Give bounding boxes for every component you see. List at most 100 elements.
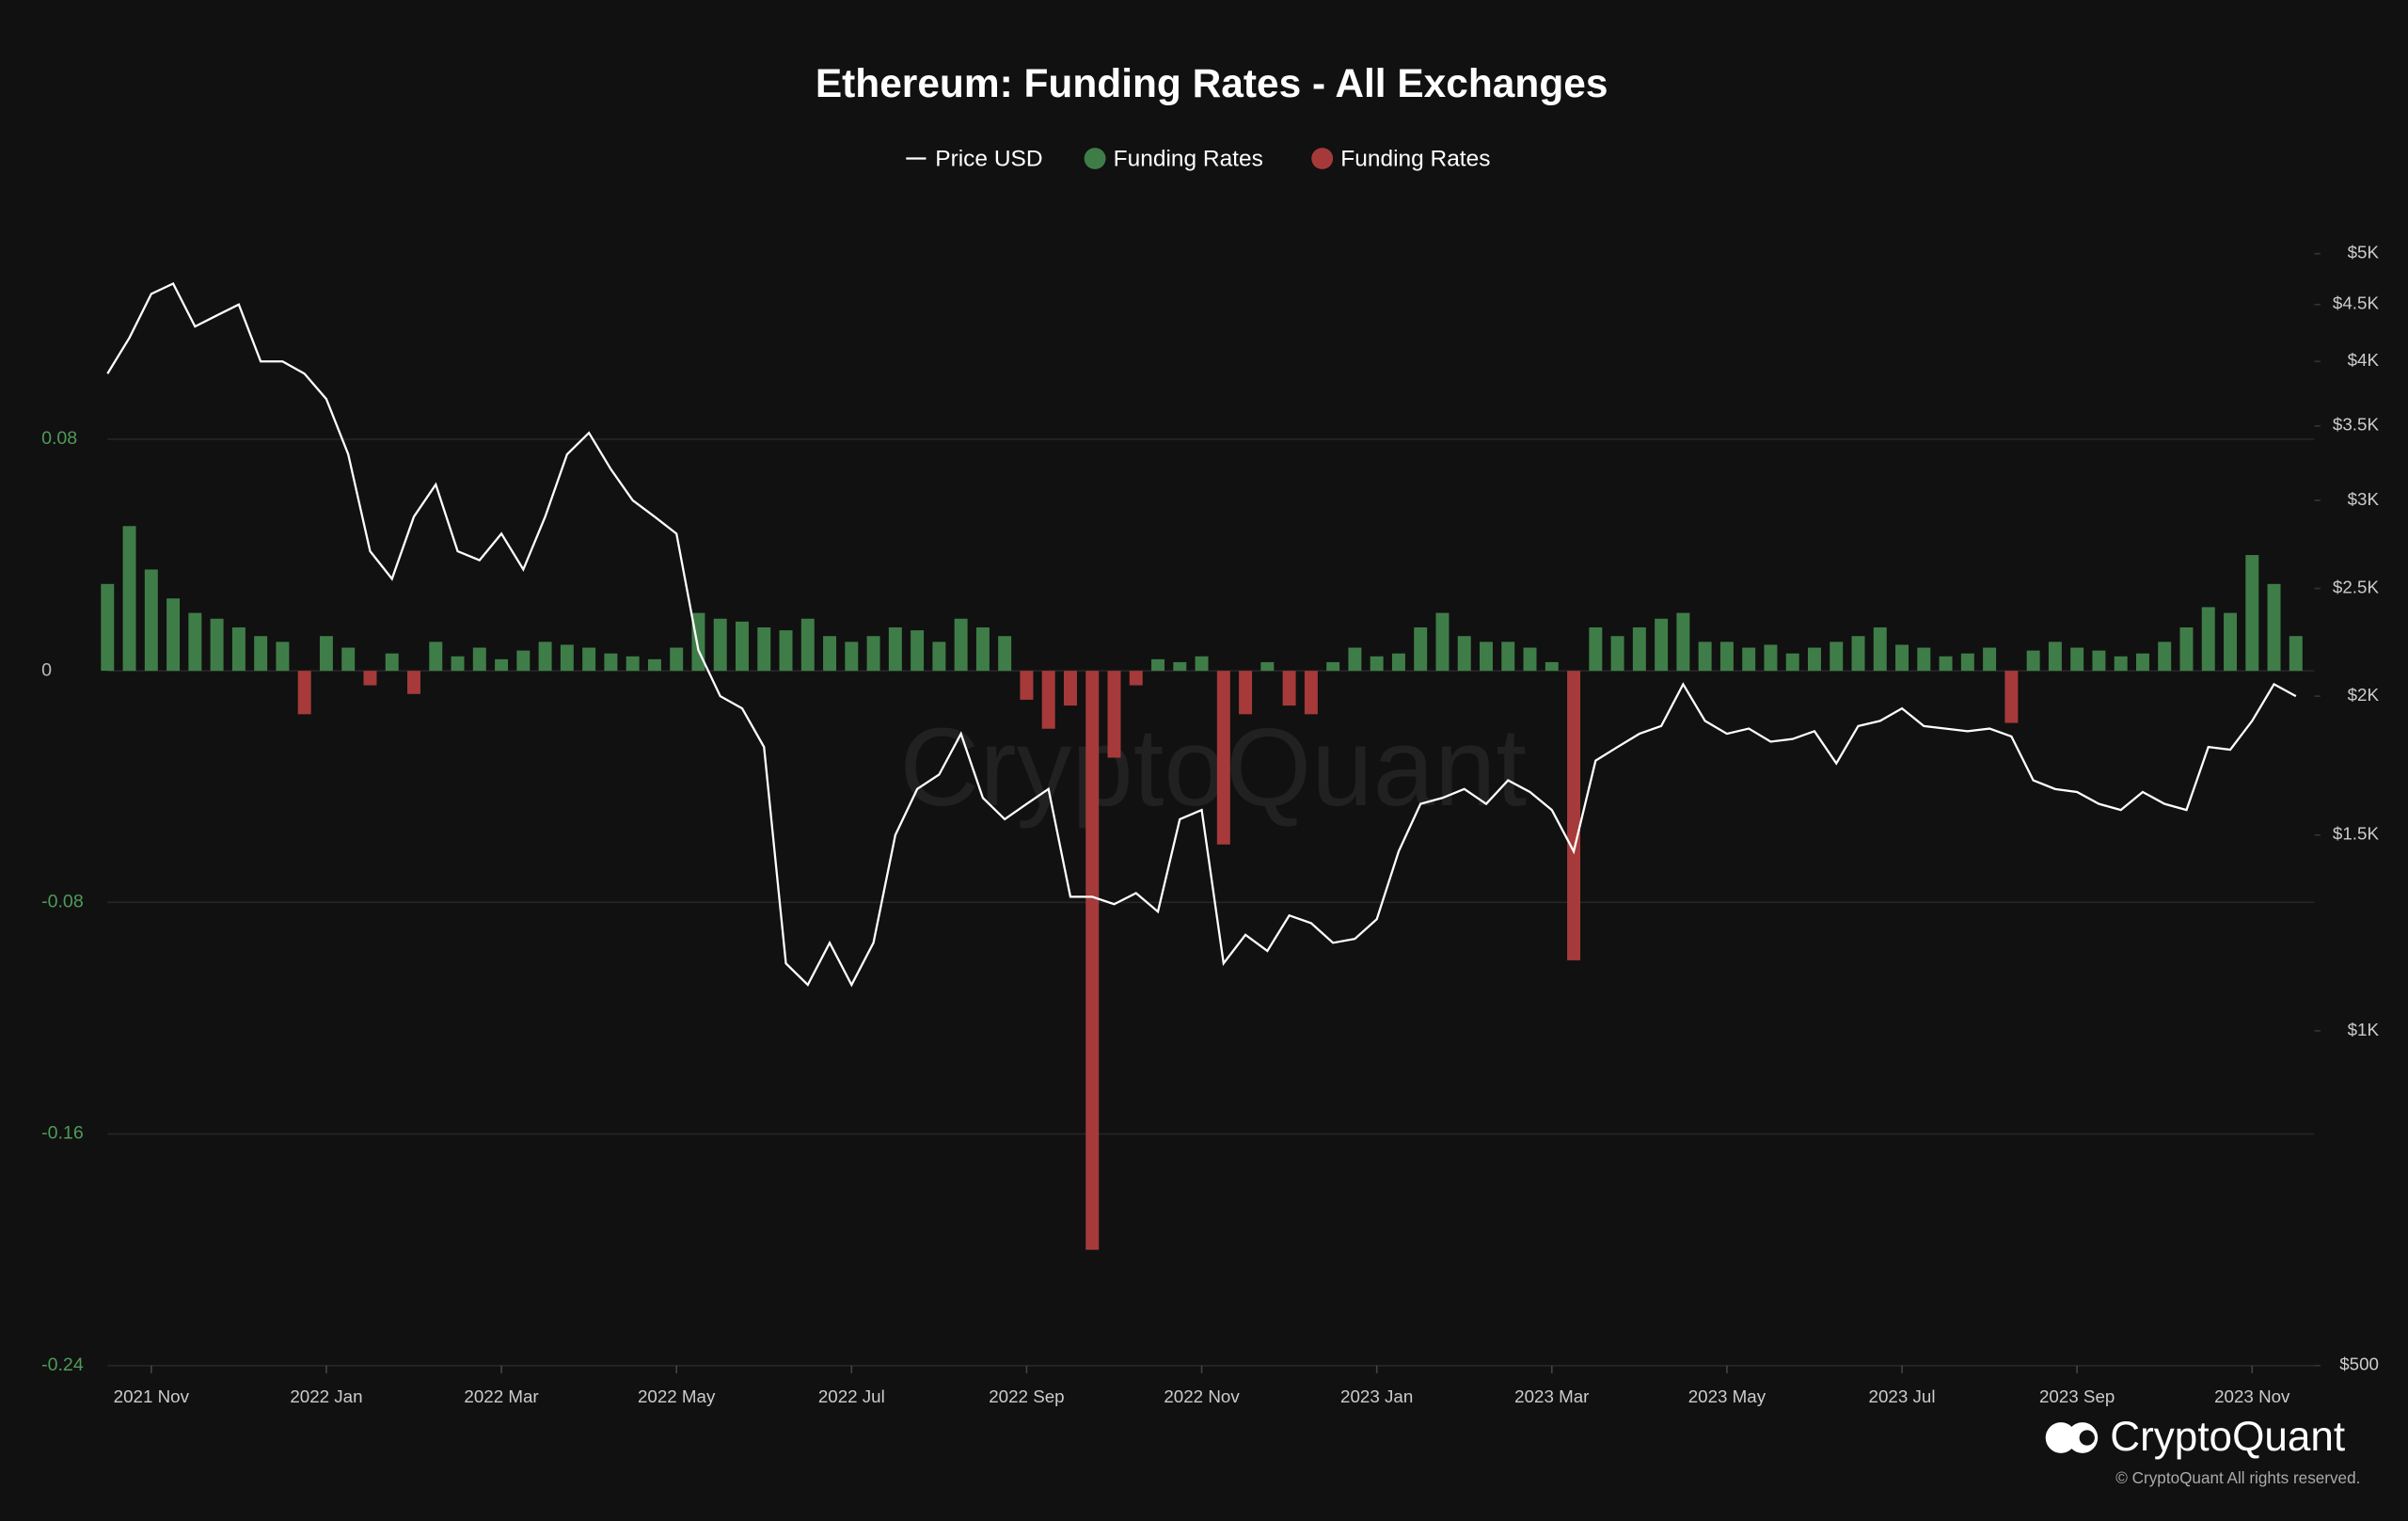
bar xyxy=(2201,607,2215,672)
y2-tick-label: $4.5K xyxy=(2333,293,2380,313)
bar xyxy=(800,618,815,672)
bar xyxy=(210,618,224,672)
bar xyxy=(1983,647,1997,672)
legend-label: Funding Rates xyxy=(1340,147,1490,172)
bar xyxy=(2245,555,2259,672)
logo-icon xyxy=(2079,1430,2095,1446)
bar xyxy=(144,569,158,672)
bar xyxy=(1719,642,1734,672)
legend-swatch xyxy=(1311,148,1334,169)
legend-label: Funding Rates xyxy=(1114,147,1263,172)
bar xyxy=(1480,642,1493,672)
bar xyxy=(2048,642,2062,672)
bar xyxy=(341,647,356,672)
bar xyxy=(122,526,136,672)
y2-tick-label: $1.5K xyxy=(2333,824,2380,844)
bar xyxy=(670,647,684,672)
bar xyxy=(2179,626,2194,672)
legend: Price USD Funding Rates Funding Rates xyxy=(906,147,1490,172)
bar xyxy=(932,642,946,672)
bar xyxy=(1239,671,1253,715)
bar xyxy=(1304,671,1318,715)
bar xyxy=(1391,653,1405,672)
bar xyxy=(2070,647,2084,672)
bar xyxy=(1851,636,1865,672)
bar xyxy=(757,626,771,672)
bar xyxy=(626,656,640,672)
bar xyxy=(1917,647,1931,672)
logo-icon xyxy=(2045,1422,2077,1453)
bar xyxy=(166,598,181,672)
bar xyxy=(254,636,268,672)
bar xyxy=(407,671,420,694)
bar xyxy=(1260,661,1275,672)
bar xyxy=(1567,671,1581,960)
bar xyxy=(1960,653,1974,672)
x-tick-label: 2022 Nov xyxy=(1164,1386,1240,1406)
bar xyxy=(582,647,596,672)
bar xyxy=(1676,612,1690,672)
bar xyxy=(1785,653,1799,672)
bar xyxy=(451,656,465,672)
x-tick-label: 2023 Jul xyxy=(1869,1386,1936,1406)
x-tick-label: 2022 Mar xyxy=(464,1386,538,1406)
y2-tick-label: $5K xyxy=(2348,243,2380,262)
bar xyxy=(2289,636,2303,672)
y-tick-label: -0.08 xyxy=(41,892,84,912)
bar xyxy=(888,626,902,672)
x-tick-label: 2023 Mar xyxy=(1514,1386,1589,1406)
bar xyxy=(998,636,1012,672)
bar xyxy=(188,612,202,672)
bar xyxy=(2135,653,2149,672)
bar xyxy=(604,653,618,672)
bar xyxy=(1216,671,1230,845)
bar xyxy=(1414,626,1428,672)
bar xyxy=(1698,642,1712,672)
bar xyxy=(1808,647,1821,672)
bar xyxy=(911,630,925,672)
bar xyxy=(2158,642,2172,672)
y2-tick-label: $2K xyxy=(2348,685,2380,705)
watermark: CryptoQuant xyxy=(900,705,1527,829)
bar xyxy=(2092,650,2106,672)
y-tick-label: -0.16 xyxy=(41,1123,84,1144)
bar xyxy=(2004,671,2019,723)
legend-swatch xyxy=(1084,148,1106,169)
bar xyxy=(560,644,574,672)
bar xyxy=(1873,626,1887,672)
bar xyxy=(1370,656,1384,672)
bar xyxy=(429,642,443,672)
x-tick-label: 2023 Jan xyxy=(1340,1386,1413,1406)
bar xyxy=(1632,626,1646,672)
y2-tick-label: $3K xyxy=(2348,489,2380,509)
x-tick-label: 2022 Jul xyxy=(818,1386,885,1406)
bar xyxy=(1063,671,1077,706)
bar xyxy=(1348,647,1362,672)
bar xyxy=(1282,671,1296,706)
y-tick-label: 0 xyxy=(41,659,52,680)
x-tick-label: 2023 Nov xyxy=(2214,1386,2290,1406)
y-tick-label: 0.08 xyxy=(41,428,77,449)
bar xyxy=(1173,661,1187,672)
bar xyxy=(385,653,399,672)
bar xyxy=(1107,671,1121,758)
bar xyxy=(1195,656,1209,672)
bar xyxy=(1151,658,1164,672)
bar xyxy=(1501,642,1515,672)
bar xyxy=(845,642,859,672)
bar xyxy=(1085,671,1100,1250)
bar xyxy=(1020,671,1034,700)
bar xyxy=(866,636,880,672)
bar xyxy=(1655,618,1669,672)
bar xyxy=(276,642,290,672)
bar xyxy=(1457,636,1471,672)
y2-tick-label: $4K xyxy=(2348,350,2380,370)
x-tick-label: 2021 Nov xyxy=(114,1386,190,1406)
bar xyxy=(1895,644,1909,672)
x-tick-label: 2023 Sep xyxy=(2039,1386,2115,1406)
y2-tick-label: $500 xyxy=(2339,1355,2379,1374)
bar xyxy=(538,642,552,672)
legend-label: Price USD xyxy=(935,147,1042,172)
